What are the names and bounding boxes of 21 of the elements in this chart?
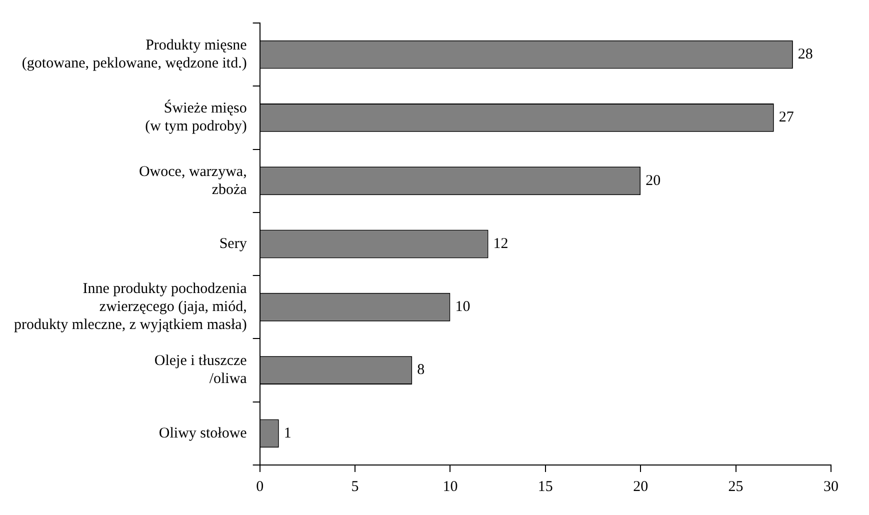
data-label: 1 [284, 425, 292, 442]
x-tick-label: 5 [351, 478, 359, 495]
y-tick-label: Oliwy stołowe [158, 425, 248, 442]
data-label: 10 [455, 299, 470, 316]
x-tick-label: 25 [728, 478, 744, 495]
x-tick-label: 30 [824, 478, 838, 495]
data-label: 8 [417, 362, 425, 378]
data-label: 12 [493, 236, 508, 252]
y-tick-label: Oleje i tłuszcze /oliwa [154, 353, 248, 388]
x-tick-label: 0 [256, 478, 264, 495]
data-label: 28 [798, 46, 813, 63]
x-tick-label: 20 [633, 478, 648, 495]
y-tick-label: Inne produkty pochodzenia zwierzęcego (jaja, miód, produkty mleczne, z wyjątkiem masła) [14, 281, 248, 334]
y-tick-label: Sery [219, 236, 248, 252]
y-tick-label: Produkty mięsne (gotowane, peklowane, wędzone itd.) [22, 38, 248, 72]
y-tick-label: Świeże mięso (w tym podroby) [145, 100, 247, 135]
x-tick-label: 10 [442, 478, 458, 495]
data-label: 27 [778, 110, 794, 126]
x-tick-label: 15 [538, 478, 553, 495]
y-tick-label: Owoce, warzywa, zboża [138, 164, 248, 198]
data-label: 20 [646, 172, 661, 189]
